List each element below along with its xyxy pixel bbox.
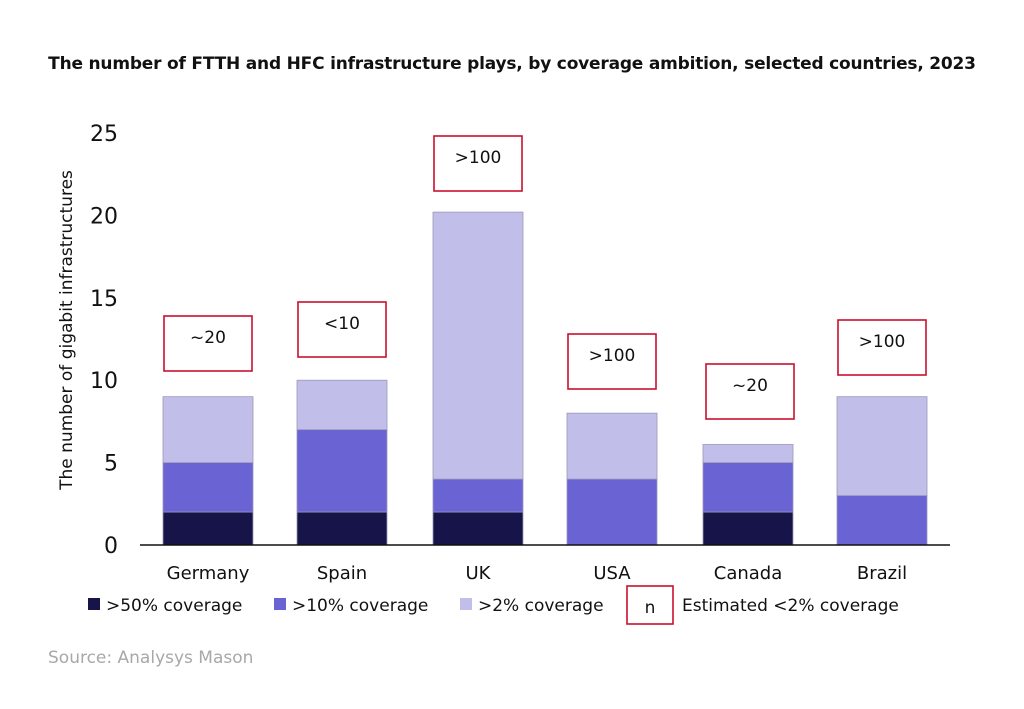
annotation-box (297, 301, 387, 358)
annotation-box (567, 333, 657, 390)
chart-title: The number of FTTH and HFC infrastructur… (48, 54, 976, 74)
y-tick-label: 10 (90, 369, 118, 394)
bar-segment-spain-series-0 (296, 511, 388, 546)
bar-segment-spain-series-2 (296, 379, 388, 431)
legend-label: >50% coverage (106, 596, 242, 616)
x-axis-ticks: Germany Spain UK USA Canada Brazil (167, 563, 907, 584)
source-note: Source: Analysys Mason (48, 648, 254, 668)
annotation-label: >100 (859, 332, 906, 352)
legend-swatch (460, 598, 472, 610)
y-axis-title: The number of gigabit infrastructures (57, 170, 77, 491)
y-tick-label: 15 (90, 287, 118, 312)
bar-segment-uk-series-2 (432, 211, 524, 480)
x-tick-label: Brazil (857, 563, 907, 584)
y-tick-label: 5 (104, 452, 118, 477)
x-tick-label: USA (593, 563, 631, 584)
bar-segment-uk-series-1 (432, 478, 524, 513)
bar-segment-germany-series-1 (162, 462, 254, 513)
legend-annotation-box (626, 585, 674, 625)
bar-segment-canada-series-2 (702, 444, 794, 463)
bar-segment-brazil-series-1 (836, 495, 928, 546)
bar-segment-canada-series-1 (702, 462, 794, 513)
legend-label: >10% coverage (292, 596, 428, 616)
annotation-label: <10 (324, 314, 360, 334)
bar-segment-germany-series-0 (162, 511, 254, 546)
x-tick-label: Canada (714, 563, 783, 584)
bar-segment-usa-series-1 (566, 478, 658, 546)
legend-swatch (274, 598, 286, 610)
x-tick-label: Spain (317, 563, 367, 584)
y-axis-ticks: 0 5 10 15 20 25 (90, 122, 118, 559)
y-tick-label: 25 (90, 122, 118, 147)
bar-segment-canada-series-0 (702, 511, 794, 546)
bar-segment-uk-series-0 (432, 511, 524, 546)
annotation-label: ~20 (190, 328, 226, 348)
x-tick-label: UK (466, 563, 492, 584)
annotation-box (705, 363, 795, 420)
legend: >50% coverage >10% coverage >2% coverage n E… (88, 585, 899, 625)
annotation-box (163, 315, 253, 372)
bar-segment-germany-series-2 (162, 396, 254, 463)
legend-annotation-symbol: n (645, 598, 656, 618)
y-tick-label: 0 (104, 534, 118, 559)
annotation-box (837, 319, 927, 376)
annotation-box (433, 135, 523, 192)
bar-segment-spain-series-1 (296, 429, 388, 513)
bar-segment-usa-series-2 (566, 412, 658, 480)
y-axis-title-group: The number of gigabit infrastructures (57, 170, 77, 491)
legend-label: >2% coverage (478, 596, 604, 616)
annotation-label: >100 (455, 148, 502, 168)
legend-swatch (88, 598, 100, 610)
x-tick-label: Germany (167, 563, 250, 584)
legend-annotation-label: Estimated <2% coverage (682, 596, 899, 616)
annotations: ~20 <10 >100 >100 ~20 >100 (163, 135, 927, 420)
bars (162, 211, 928, 546)
annotation-label: ~20 (732, 376, 768, 396)
bar-segment-brazil-series-2 (836, 396, 928, 496)
y-tick-label: 20 (90, 204, 118, 229)
annotation-label: >100 (589, 346, 636, 366)
